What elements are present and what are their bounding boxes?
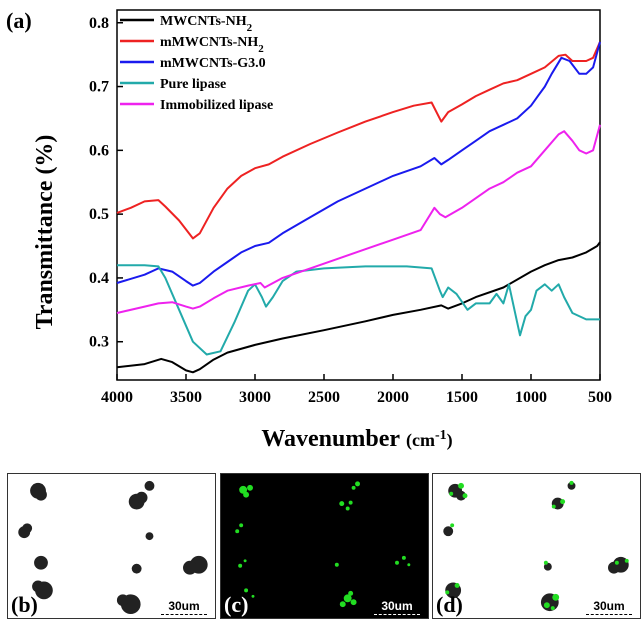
legend-entry-5: Immobilized lipase <box>160 98 273 113</box>
x-axis-label-main: Wavenumber <box>261 426 400 452</box>
legend-entry-2: mMWCNTs-NH2 <box>160 35 264 55</box>
legend-entry-subscript: 2 <box>258 43 264 55</box>
series-line-1 <box>116 241 601 374</box>
series-line-2 <box>116 41 601 240</box>
micrograph-c-image <box>235 481 411 608</box>
x-axis-label-unit: (cm-1) <box>406 428 453 452</box>
micrograph-b-image <box>18 480 208 615</box>
y-tick-label: 0.7 <box>89 79 109 96</box>
micrograph-c-label: (c) <box>224 592 249 617</box>
panel-label-a: (a) <box>6 8 32 33</box>
micrograph-d-scale-bar <box>586 614 632 615</box>
y-tick-label: 0.8 <box>89 15 109 32</box>
y-tick-label: 0.4 <box>89 270 109 287</box>
x-tick-label: 3000 <box>239 389 271 406</box>
micrograph-b-scale-text: 30um <box>168 599 200 613</box>
x-tick-label: 500 <box>588 389 612 406</box>
series-line-5 <box>116 124 601 314</box>
micrograph-b-scale: 30um <box>161 599 207 615</box>
micrograph-d-scale: 30um <box>586 599 632 615</box>
micrograph-d-scale-text: 30um <box>593 599 625 613</box>
micrograph-c-scale-bar <box>374 614 420 615</box>
legend-entry-3: mMWCNTs-G3.0 <box>160 56 266 71</box>
micrograph-b: (b) 30um <box>7 473 216 619</box>
y-tick-label: 0.3 <box>89 334 109 351</box>
ftir-chart: (a) 4000 3500 3000 2500 2000 1500 1000 500 0.3 0.… <box>6 8 612 452</box>
series-line-4 <box>117 264 600 356</box>
x-tick-label: 2000 <box>377 389 409 406</box>
x-tick-label: 4000 <box>101 389 133 406</box>
x-tick-label: 1000 <box>515 389 547 406</box>
y-tick-label: 0.5 <box>89 206 109 223</box>
x-tick-label: 3500 <box>170 389 202 406</box>
series-layer <box>116 41 601 374</box>
legend-entry-text: mMWCNTs-NH <box>160 35 258 50</box>
legend-entry-subscript: 2 <box>247 22 253 34</box>
legend-entry-text: Pure lipase <box>160 77 226 92</box>
y-axis-label: Transmittance (%) <box>32 135 58 330</box>
plot-area-border <box>116 9 601 381</box>
micrograph-d: (d) 30um <box>432 473 641 619</box>
micrograph-d-image <box>443 480 629 612</box>
x-tick-label: 2500 <box>308 389 340 406</box>
micrograph-c: (c) 30um <box>220 473 429 619</box>
micrograph-d-label: (d) <box>436 592 463 617</box>
micrograph-c-scale-text: 30um <box>381 599 413 613</box>
micrograph-b-label: (b) <box>11 592 38 617</box>
legend-entry-4: Pure lipase <box>160 77 226 92</box>
legend-entry-text: MWCNTs-NH <box>160 14 247 29</box>
y-tick-label: 0.6 <box>89 142 109 159</box>
plot-frame <box>116 9 601 381</box>
micrograph-c-scale: 30um <box>374 599 420 615</box>
legend-entry-1: MWCNTs-NH2 <box>160 14 253 34</box>
legend-entry-text: mMWCNTs-G3.0 <box>160 56 266 71</box>
series-line-3 <box>116 41 601 287</box>
micrograph-b-scale-bar <box>161 614 207 615</box>
x-axis-label: Wavenumber (cm-1) <box>261 426 452 452</box>
x-tick-label: 1500 <box>446 389 478 406</box>
axis-ticks: 4000 3500 3000 2500 2000 1500 1000 500 0.3 0.4 0.5… <box>89 15 612 406</box>
legend-entry-text: Immobilized lipase <box>160 98 273 113</box>
